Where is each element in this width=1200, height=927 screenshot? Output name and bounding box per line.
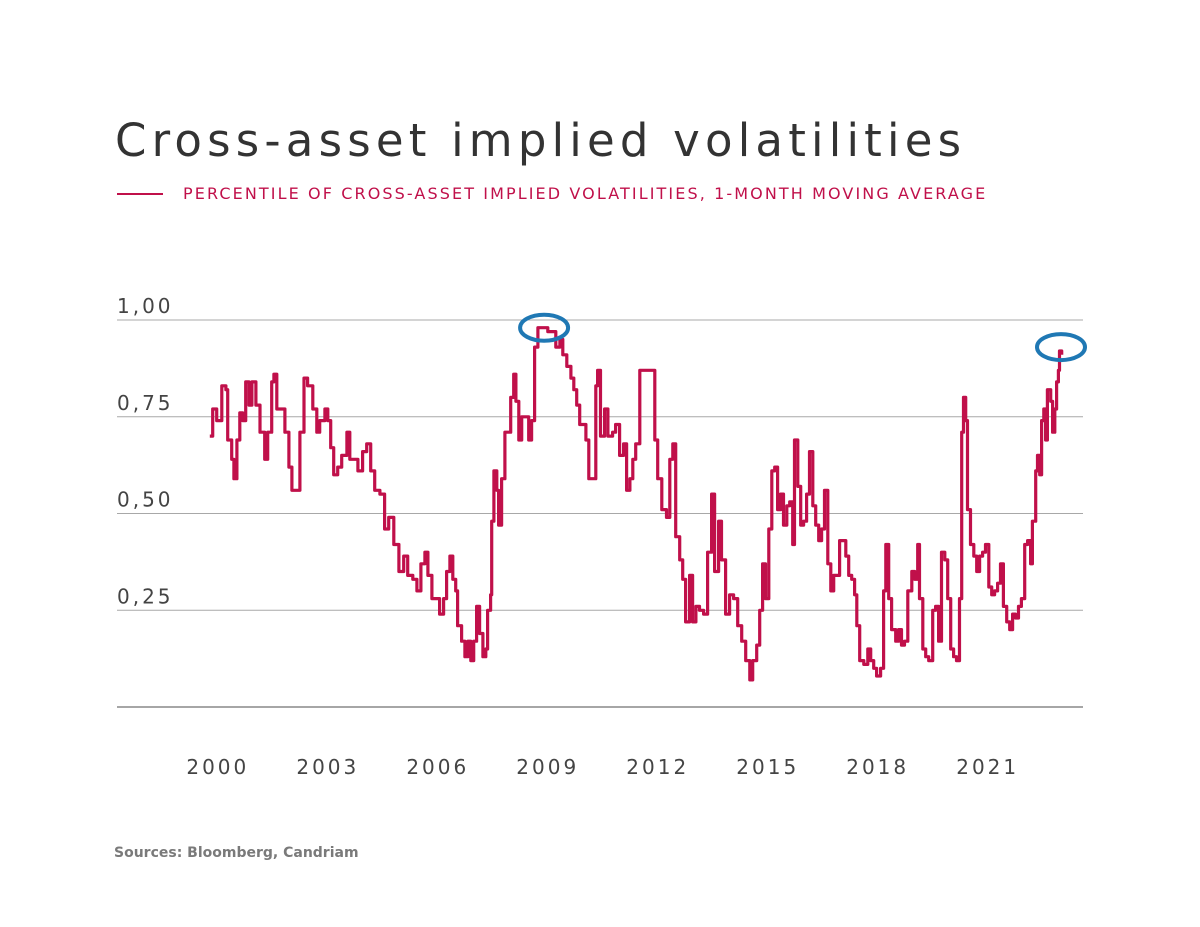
highlight-ellipse <box>518 312 571 343</box>
series-line <box>209 326 1064 682</box>
y-tick-label: 0,75 <box>117 391 174 415</box>
x-tick-label: 2000 <box>186 755 249 779</box>
x-tick-label: 2003 <box>296 755 359 779</box>
x-tick-label: 2018 <box>846 755 909 779</box>
legend-swatch <box>117 192 163 195</box>
highlight-ellipse <box>1035 332 1088 363</box>
legend-label: PERCENTILE OF CROSS-ASSET IMPLIED VOLATI… <box>183 184 988 203</box>
y-tick-label: 1,00 <box>117 294 174 318</box>
source-note: Sources: Bloomberg, Candriam <box>114 845 359 861</box>
y-tick-label: 0,50 <box>117 488 174 512</box>
x-tick-label: 2015 <box>736 755 799 779</box>
y-tick-label: 0,25 <box>117 584 174 608</box>
chart-title: Cross-asset implied volatilities <box>115 114 967 167</box>
x-tick-label: 2021 <box>956 755 1019 779</box>
legend: PERCENTILE OF CROSS-ASSET IMPLIED VOLATI… <box>117 184 987 203</box>
x-tick-label: 2012 <box>626 755 689 779</box>
x-tick-label: 2009 <box>516 755 579 779</box>
x-tick-label: 2006 <box>406 755 469 779</box>
